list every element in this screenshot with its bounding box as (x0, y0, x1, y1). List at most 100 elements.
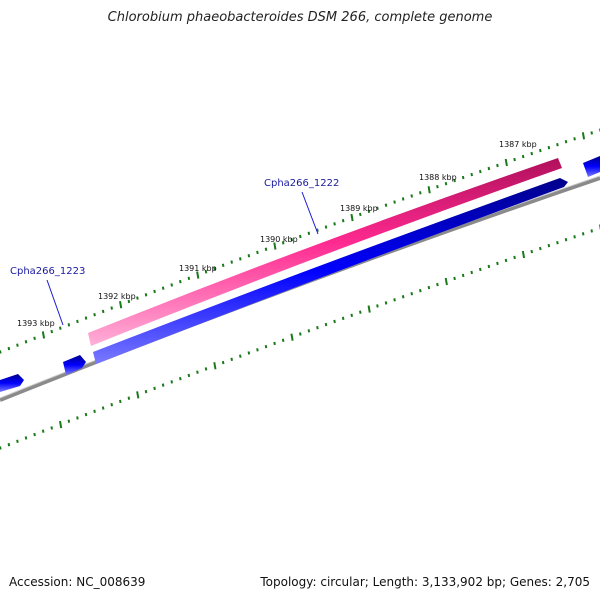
gene-label-line (46, 279, 64, 326)
minor-tick (59, 326, 62, 330)
minor-tick (127, 299, 131, 304)
minor-tick (7, 346, 11, 351)
reverse-gene-bar[interactable] (93, 178, 568, 364)
major-tick (41, 331, 46, 339)
minor-tick (496, 163, 499, 168)
major-tick (59, 420, 63, 429)
outer-scale-ticks (0, 128, 600, 354)
major-tick (119, 301, 123, 309)
major-tick (350, 213, 354, 222)
minor-tick (179, 376, 182, 381)
minor-tick (187, 276, 191, 281)
minor-tick (170, 380, 174, 384)
minor-tick (239, 257, 242, 261)
minor-tick (333, 222, 336, 226)
minor-tick (564, 140, 568, 144)
major-tick (196, 271, 200, 279)
minor-tick (281, 241, 285, 245)
reverse-gene-arrow[interactable] (0, 374, 24, 392)
minor-tick (419, 191, 422, 195)
map-title: Chlorobium phaeobacteroides DSM 266, com… (107, 10, 493, 25)
minor-tick (556, 240, 559, 245)
scale-label: 1391 kbp (179, 264, 217, 273)
minor-tick (530, 151, 534, 156)
minor-tick (127, 396, 131, 400)
scale-label: 1387 kbp (499, 140, 537, 149)
minor-tick (93, 409, 96, 414)
genome-stats-text: Topology: circular; Length: 3,133,902 bp… (260, 575, 590, 589)
minor-tick (547, 243, 551, 248)
minor-tick (401, 197, 405, 201)
minor-tick (24, 436, 28, 440)
minor-tick (256, 250, 259, 255)
gene-label[interactable]: Cpha266_1222 (264, 178, 339, 189)
scale-label: 1393 kbp (17, 319, 55, 328)
minor-tick (161, 286, 165, 290)
scale-label: 1388 kbp (419, 173, 457, 182)
minor-tick (341, 219, 345, 223)
minor-tick (76, 416, 79, 420)
minor-tick (393, 298, 396, 302)
minor-tick (7, 442, 11, 447)
minor-tick (67, 419, 71, 423)
minor-tick (204, 367, 208, 371)
minor-tick (24, 340, 28, 344)
minor-tick (479, 169, 482, 174)
major-tick (213, 362, 217, 370)
inner-scale-ticks (0, 224, 600, 450)
minor-tick (316, 228, 319, 232)
minor-tick (539, 148, 542, 153)
minor-tick (590, 131, 594, 135)
reverse-strand-genes (0, 156, 600, 392)
major-tick (581, 132, 586, 140)
minor-tick (144, 389, 148, 394)
minor-tick (281, 338, 285, 342)
minor-tick (41, 429, 45, 433)
minor-tick (581, 232, 585, 236)
minor-tick (461, 273, 465, 278)
minor-tick (573, 137, 576, 141)
minor-tick (384, 301, 388, 305)
scale-label: 1392 kbp (98, 292, 136, 301)
minor-tick (179, 279, 182, 284)
reverse-gene-arrow[interactable] (63, 355, 86, 375)
minor-tick (299, 234, 302, 239)
minor-tick (230, 357, 234, 362)
minor-tick (333, 319, 336, 324)
minor-tick (50, 426, 54, 430)
minor-tick (101, 406, 105, 410)
minor-tick (504, 258, 508, 263)
minor-tick (513, 157, 516, 162)
minor-tick (144, 293, 148, 297)
minor-tick (16, 439, 19, 443)
minor-tick (204, 270, 208, 274)
gene-label[interactable]: Cpha266_1223 (10, 266, 85, 277)
major-tick (273, 242, 277, 250)
accession-text: Accession: NC_008639 (9, 575, 146, 589)
minor-tick (590, 229, 594, 233)
minor-tick (573, 235, 576, 239)
minor-tick (110, 306, 114, 310)
minor-tick (0, 446, 2, 450)
minor-tick (350, 313, 354, 317)
minor-tick (461, 175, 465, 180)
minor-tick (359, 310, 362, 314)
scale-label: 1390 kbp (260, 235, 298, 244)
minor-tick (393, 200, 396, 204)
minor-tick (359, 212, 362, 217)
minor-tick (444, 181, 448, 186)
forward-gene-bar[interactable] (88, 158, 562, 346)
major-tick (504, 158, 508, 167)
minor-tick (496, 261, 499, 266)
major-tick (521, 250, 526, 259)
minor-tick (410, 291, 414, 296)
minor-tick (436, 185, 439, 189)
minor-tick (453, 178, 456, 183)
reverse-gene-arrow[interactable] (583, 156, 600, 177)
minor-tick (84, 316, 88, 320)
minor-tick (256, 348, 259, 352)
genome-backbone (0, 176, 600, 402)
gene-label-line (301, 191, 319, 235)
minor-tick (487, 264, 491, 269)
